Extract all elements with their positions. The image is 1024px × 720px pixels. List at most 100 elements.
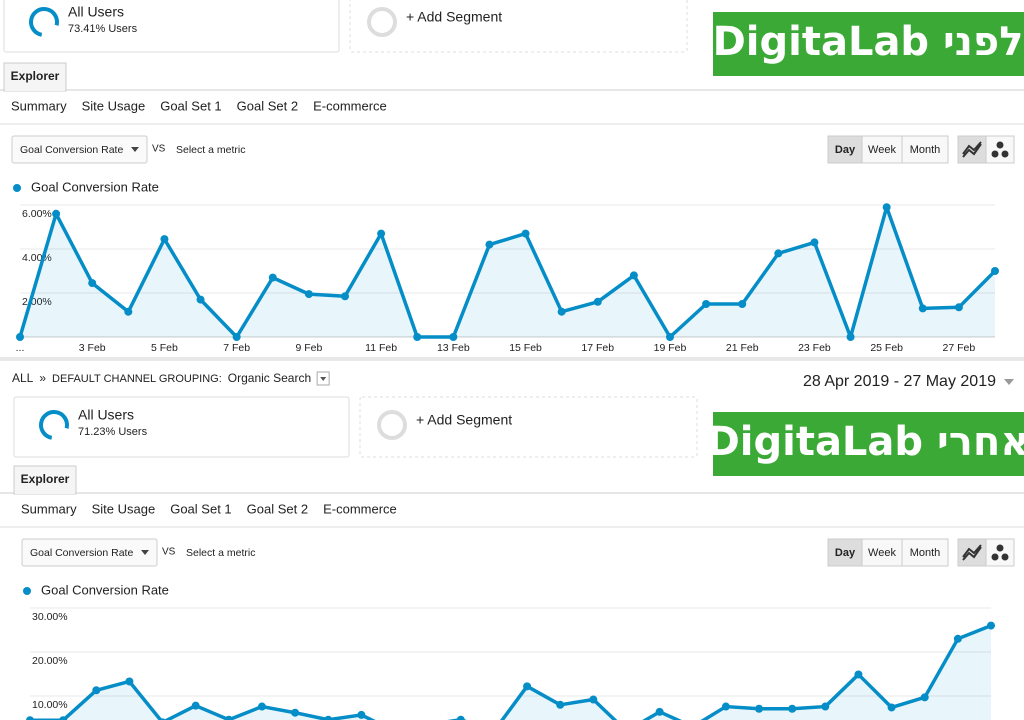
data-point — [629, 271, 638, 280]
date-range[interactable]: 28 Apr 2019 - 27 May 2019 — [803, 373, 996, 390]
data-point — [755, 704, 764, 713]
period-button[interactable] — [861, 538, 903, 567]
breadcrumb-item[interactable]: ALL — [12, 371, 34, 385]
data-point — [291, 708, 300, 717]
data-point — [521, 229, 530, 238]
segment-box[interactable] — [13, 396, 350, 458]
panel-separator — [0, 357, 1024, 361]
subtab[interactable]: Goal Set 1 — [160, 98, 221, 113]
explorer-tab-label[interactable]: Explorer — [11, 69, 60, 83]
add-segment[interactable]: + Add Segment — [416, 412, 512, 428]
data-point — [191, 701, 200, 710]
data-point — [702, 300, 711, 308]
y-tick-label: 20.00% — [32, 655, 68, 667]
subtab[interactable]: Summary — [11, 98, 67, 113]
data-point — [721, 702, 730, 711]
line-chart-icon — [962, 141, 982, 158]
metric-select[interactable] — [11, 135, 148, 164]
segment-share: 73.41% Users — [68, 23, 138, 35]
period-button-label[interactable]: Month — [910, 144, 941, 156]
motion-chart-toggle[interactable] — [985, 135, 1015, 164]
data-point — [125, 677, 134, 686]
period-button[interactable] — [901, 135, 949, 164]
data-point — [821, 702, 830, 711]
data-point — [882, 203, 891, 212]
motion-chart-icon — [996, 141, 1004, 149]
x-tick-label: 17 Feb — [581, 342, 614, 354]
motion-chart-icon — [996, 544, 1004, 552]
segment-ring — [39, 410, 69, 440]
segment-name: All Users — [68, 4, 124, 20]
data-point — [268, 273, 277, 282]
data-point — [666, 333, 674, 341]
breadcrumb-item: » — [39, 371, 46, 385]
subtab[interactable]: E-commerce — [323, 501, 397, 516]
data-point — [304, 290, 313, 299]
period-button-label[interactable]: Day — [835, 144, 856, 156]
legend-label: Goal Conversion Rate — [31, 179, 159, 194]
data-point — [324, 715, 333, 720]
period-button[interactable] — [901, 538, 949, 567]
data-point — [854, 670, 863, 679]
series-line — [30, 623, 992, 720]
explorer-tab[interactable] — [13, 465, 77, 495]
motion-chart-toggle[interactable] — [985, 538, 1015, 567]
period-button-label[interactable]: Day — [835, 547, 856, 559]
data-point — [357, 710, 366, 719]
data-point — [413, 333, 422, 341]
data-point — [160, 235, 169, 244]
segment-share: 71.23% Users — [78, 426, 148, 438]
subtab[interactable]: Site Usage — [82, 98, 146, 113]
x-tick-label: 9 Feb — [295, 342, 322, 354]
select-metric[interactable]: Select a metric — [186, 547, 255, 559]
legend-marker — [13, 184, 21, 192]
data-point — [774, 249, 783, 258]
add-segment-box[interactable] — [359, 396, 698, 458]
metric-caret — [141, 550, 149, 555]
segment-box[interactable] — [3, 0, 340, 53]
subtab[interactable]: Goal Set 2 — [237, 98, 298, 113]
data-point — [788, 704, 797, 713]
legend-label: Goal Conversion Rate — [41, 582, 169, 597]
x-tick-label: 25 Feb — [870, 342, 903, 354]
period-button[interactable] — [827, 538, 863, 567]
data-point — [449, 333, 458, 341]
x-tick-label: 13 Feb — [437, 342, 470, 354]
add-segment[interactable]: + Add Segment — [406, 9, 502, 25]
banner-text: לפני DigitaLab — [713, 19, 1024, 65]
y-tick-label: 10.00% — [32, 699, 68, 711]
metric-caret — [131, 147, 139, 152]
breadcrumb-item: DEFAULT CHANNEL GROUPING: — [52, 373, 222, 385]
metric-select[interactable] — [21, 538, 158, 567]
add-segment-ring — [377, 410, 407, 440]
metric-select-label[interactable]: Goal Conversion Rate — [20, 144, 123, 156]
subtab[interactable]: Goal Set 1 — [170, 501, 231, 516]
data-point — [341, 292, 349, 301]
data-point — [954, 303, 963, 312]
period-button-label[interactable]: Month — [910, 547, 941, 559]
data-point — [196, 295, 205, 304]
subtab[interactable]: Summary — [21, 501, 77, 516]
data-point — [557, 307, 566, 316]
subtab[interactable]: E-commerce — [313, 98, 387, 113]
add-segment-box[interactable] — [349, 0, 688, 53]
tab-cover — [5, 89, 65, 91]
period-button[interactable] — [827, 135, 863, 164]
legend-marker — [23, 587, 31, 595]
data-point — [124, 307, 133, 316]
period-button-label[interactable]: Week — [868, 547, 896, 559]
explorer-tab-label[interactable]: Explorer — [21, 472, 70, 486]
metric-select-label[interactable]: Goal Conversion Rate — [30, 547, 133, 559]
select-metric[interactable]: Select a metric — [176, 144, 245, 156]
data-point — [920, 693, 929, 702]
x-tick-label: 27 Feb — [943, 342, 976, 354]
data-point — [918, 304, 927, 313]
data-point — [523, 682, 532, 691]
subtab[interactable]: Site Usage — [92, 501, 156, 516]
period-button[interactable] — [861, 135, 903, 164]
subtab[interactable]: Goal Set 2 — [247, 501, 308, 516]
period-button-label[interactable]: Week — [868, 144, 896, 156]
x-tick-label: ... — [16, 342, 25, 354]
